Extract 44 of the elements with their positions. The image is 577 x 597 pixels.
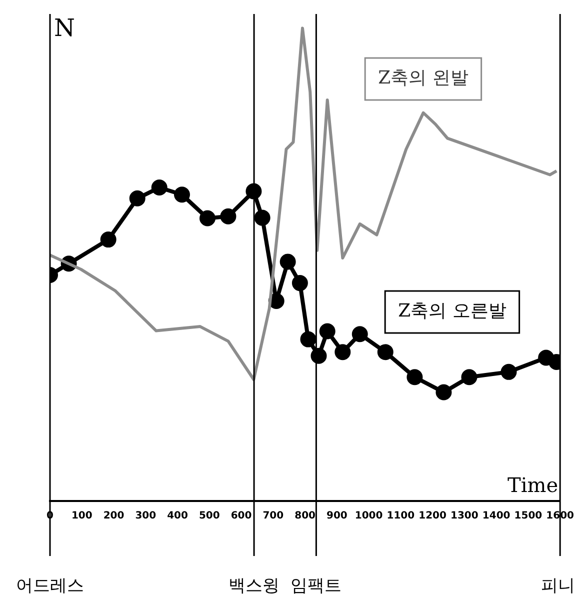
point [352,326,368,342]
point [246,183,262,200]
x-tick-label: 1100 [386,510,415,522]
point [268,293,284,309]
series-label: Z축의 왼발 [378,68,468,89]
x-tick-label: 300 [135,510,156,522]
series-label: Z축의 오른발 [398,300,506,322]
x-tick-label: 800 [294,510,316,522]
x-tick-label: 200 [103,510,124,522]
x-tick-label: 600 [230,510,252,522]
point [151,180,168,196]
ref-line-label: 임팩트 [290,576,342,596]
x-tick-label: 500 [198,510,220,522]
point [300,331,316,348]
y-axis-title: N [54,14,75,42]
point [254,210,270,226]
x-tick-label: 1000 [354,510,383,522]
ref-line-label: 백스윙 [228,576,280,596]
point [406,369,423,386]
point [220,208,236,224]
x-axis-title: Time [508,473,558,498]
x-tick-label: 900 [326,510,348,522]
ref-line-label: 피니 [541,576,575,596]
point [334,344,351,360]
x-tick-label: 1300 [450,510,478,522]
point [199,210,216,226]
ref-line-label: 어드레스 [16,576,84,596]
point [280,254,296,270]
point [436,384,452,400]
point [500,364,517,380]
point [174,186,190,203]
x-tick-label: 1200 [418,510,447,522]
point [292,275,308,292]
point [310,348,327,364]
x-tick-label: 100 [71,510,92,522]
point [100,232,116,248]
x-tick-label: 1500 [514,510,542,522]
x-tick-label: 700 [262,510,284,522]
point [129,190,146,206]
x-tick-label: 400 [167,510,188,522]
x-tick-label: 1400 [482,510,510,522]
point [461,369,478,386]
point [319,323,336,340]
point [377,344,394,360]
